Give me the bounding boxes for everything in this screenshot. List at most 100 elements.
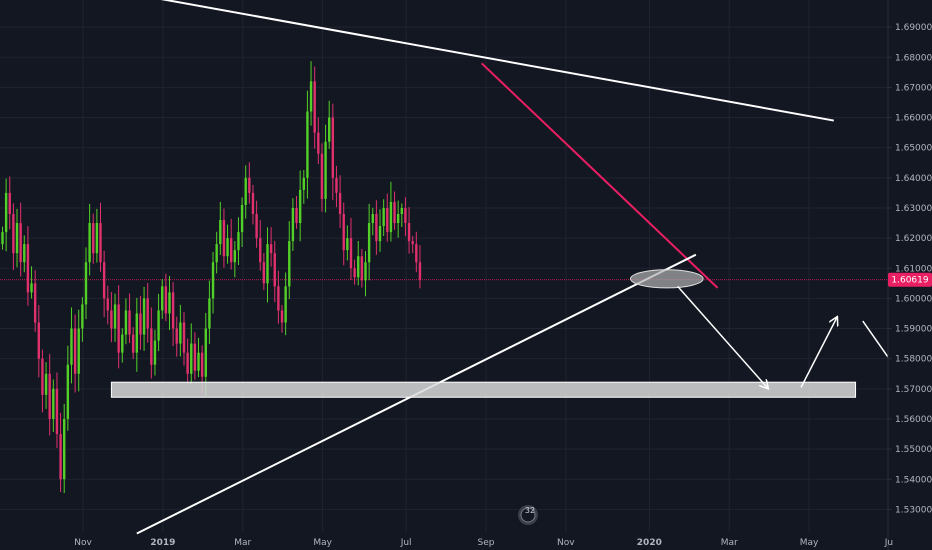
y-tick-label: 1.67000 xyxy=(895,83,932,93)
candle-body xyxy=(117,304,120,353)
projection-arrow-2[interactable] xyxy=(800,316,837,388)
candle-body xyxy=(255,214,258,239)
candle-body xyxy=(150,328,153,365)
candle-body xyxy=(70,328,73,365)
events-badge[interactable]: 32 xyxy=(518,505,538,525)
events-badge-label: 32 xyxy=(525,506,535,515)
candle-body xyxy=(30,283,33,293)
drawing-layer[interactable] xyxy=(0,0,932,535)
candle-body xyxy=(146,298,149,329)
candle-body xyxy=(353,268,356,278)
y-tick-label: 1.66000 xyxy=(895,114,932,124)
horizontal-grid xyxy=(0,26,888,510)
candle-body xyxy=(66,364,70,419)
candle-body xyxy=(113,304,117,329)
candle-body xyxy=(378,226,382,242)
y-tick-label: 1.69000 xyxy=(895,23,932,33)
candle-body xyxy=(404,207,407,224)
candle-body xyxy=(291,207,295,242)
x-tick-label: Mar xyxy=(234,538,251,548)
time-axis[interactable]: Nov 2019 Mar May Jul Sep Nov 2020 Mar May Ju xyxy=(74,538,893,548)
candle-body xyxy=(346,238,349,251)
x-tick-label: Sep xyxy=(478,538,495,548)
candle-body xyxy=(400,207,403,215)
candle-body xyxy=(88,223,91,263)
support-zone[interactable] xyxy=(110,381,857,398)
y-tick-label: 1.68000 xyxy=(895,53,932,63)
x-tick-label: Mar xyxy=(721,538,738,548)
candle-body xyxy=(415,244,418,263)
x-tick-label: Nov xyxy=(557,538,575,548)
y-tick-label: 1.57000 xyxy=(895,385,932,395)
events-badge-inner-circle xyxy=(520,507,536,523)
candle-body xyxy=(41,358,44,395)
candle-body xyxy=(328,117,331,142)
candle-body xyxy=(44,373,48,395)
candle-body xyxy=(266,244,269,284)
candle-body xyxy=(396,214,400,224)
x-tick-label: May xyxy=(313,538,332,548)
price-axis[interactable]: 1.69000 1.68000 1.67000 1.66000 1.65000 1.640… xyxy=(888,23,932,515)
candle-body xyxy=(248,177,251,193)
y-tick-label: 1.61000 xyxy=(895,264,932,274)
candle-body xyxy=(164,286,168,314)
candle-body xyxy=(237,232,240,251)
candle-body xyxy=(99,223,102,263)
candle-body xyxy=(73,328,77,374)
candle-body xyxy=(139,313,142,335)
last-price-tag-background xyxy=(888,272,932,287)
last-price-tag-label: 1.60619 xyxy=(891,276,928,286)
candle-body xyxy=(190,343,193,374)
x-tick-label: Nov xyxy=(74,538,92,548)
candle-body xyxy=(106,298,109,311)
y-tick-label: 1.65000 xyxy=(895,144,932,154)
candle-body xyxy=(317,132,320,154)
candle-body xyxy=(288,241,291,287)
candle-body xyxy=(208,298,211,329)
candle-body xyxy=(1,232,4,245)
breakdown-ellipse[interactable] xyxy=(629,269,704,289)
x-tick-label: May xyxy=(800,538,819,548)
candle-body xyxy=(121,334,124,353)
candle-body xyxy=(331,117,335,178)
candle-body xyxy=(186,352,189,374)
candle-body xyxy=(233,250,237,263)
candle-body xyxy=(124,310,128,335)
candle-body xyxy=(360,256,364,281)
candle-body xyxy=(277,286,280,311)
last-price-tag: 1.60619 xyxy=(888,272,932,287)
candle-body xyxy=(182,322,186,353)
candle-body xyxy=(251,192,255,215)
candle-body xyxy=(280,310,284,323)
candle-body xyxy=(153,340,157,365)
candle-body xyxy=(157,310,160,341)
resistance-line-white[interactable] xyxy=(0,0,834,122)
candle-body xyxy=(259,238,262,263)
candle-body xyxy=(52,388,55,419)
candle-body xyxy=(4,192,8,233)
candle-body xyxy=(131,334,135,353)
candle-body xyxy=(179,322,182,344)
candle-body xyxy=(135,313,139,353)
candle-body xyxy=(219,220,222,245)
candle-body xyxy=(37,322,40,359)
candle-body xyxy=(335,177,338,193)
y-tick-label: 1.55000 xyxy=(895,445,932,455)
y-tick-label: 1.58000 xyxy=(895,355,932,365)
candle-body xyxy=(23,244,26,263)
candle-body xyxy=(33,283,37,323)
candle-body xyxy=(128,310,131,335)
candle-body xyxy=(418,262,422,280)
candle-body xyxy=(306,111,309,178)
candle-body xyxy=(269,244,273,254)
candle-body xyxy=(161,286,164,311)
projection-arrow-1[interactable] xyxy=(677,285,769,388)
resistance-line-red[interactable] xyxy=(480,62,719,289)
candlestick-series xyxy=(1,61,422,494)
y-tick-label: 1.53000 xyxy=(895,505,932,515)
candle-body xyxy=(26,244,30,293)
candle-body xyxy=(298,189,302,224)
candle-body xyxy=(320,153,324,199)
